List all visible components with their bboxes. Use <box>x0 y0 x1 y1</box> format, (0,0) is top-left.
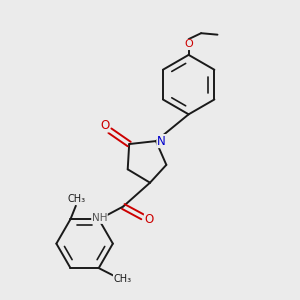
Text: O: O <box>184 40 193 50</box>
Text: CH₃: CH₃ <box>68 194 85 204</box>
Text: CH₃: CH₃ <box>113 274 132 284</box>
Text: O: O <box>145 213 154 226</box>
Text: O: O <box>100 119 109 132</box>
Text: NH: NH <box>92 213 107 224</box>
Text: N: N <box>157 135 166 148</box>
